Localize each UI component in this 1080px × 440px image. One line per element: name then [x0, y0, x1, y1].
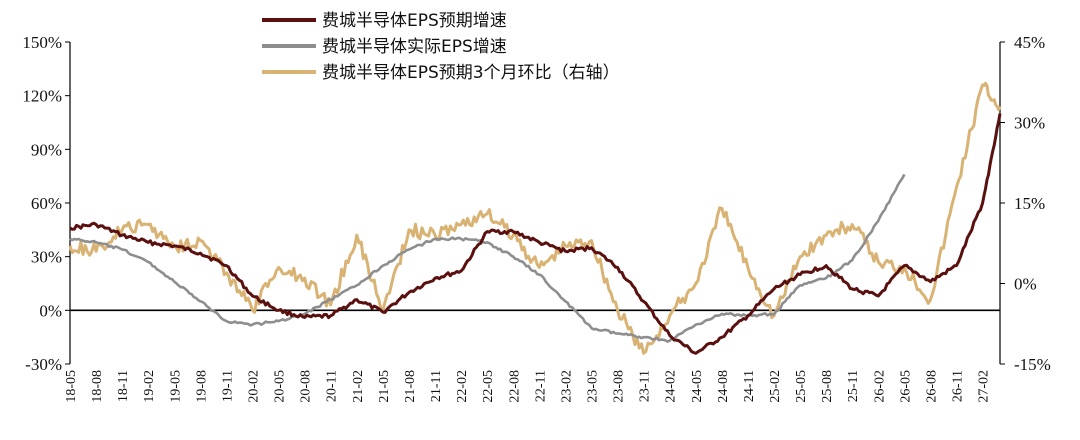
- x-tick-label: 20-05: [273, 370, 288, 403]
- left-tick-label: 150%: [22, 33, 62, 52]
- right-tick-label: 45%: [1014, 33, 1045, 52]
- series-line-2: [69, 173, 906, 343]
- left-tick-label: 60%: [31, 194, 62, 213]
- x-tick-label: 20-02: [247, 370, 262, 403]
- x-tick-label: 19-08: [194, 370, 209, 403]
- x-tick-label: 24-02: [664, 370, 679, 403]
- x-tick-label: 24-08: [716, 370, 731, 403]
- x-tick-label: 22-05: [481, 370, 496, 403]
- x-tick-label: 23-11: [638, 370, 653, 402]
- x-tick-label: 23-02: [559, 370, 574, 403]
- x-tick-label: 20-11: [325, 370, 340, 402]
- series-line-3: [68, 81, 1002, 355]
- x-tick-label: 19-02: [142, 370, 157, 403]
- x-tick-label: 25-02: [768, 370, 783, 403]
- x-tick-label: 21-05: [377, 370, 392, 403]
- x-tick-label: 24-11: [742, 370, 757, 402]
- series-layer: [68, 81, 1002, 355]
- x-tick-label: 26-08: [924, 370, 939, 403]
- x-tick-label: 18-11: [116, 370, 131, 402]
- legend: 费城半导体EPS预期增速费城半导体实际EPS增速费城半导体EPS预期3个月环比（…: [262, 11, 620, 83]
- x-tick-label: 22-02: [455, 370, 470, 403]
- x-tick-label: 23-05: [585, 370, 600, 403]
- x-tick-label: 20-08: [299, 370, 314, 403]
- left-y-axis: -30% 0% 30% 60% 90% 120% 150%: [22, 33, 70, 374]
- plot-frame: [69, 42, 1001, 364]
- legend-label-3: 费城半导体EPS预期3个月环比（右轴）: [322, 63, 620, 83]
- x-tick-label: 24-05: [690, 370, 705, 403]
- legend-label-1: 费城半导体EPS预期增速: [322, 11, 507, 31]
- series-line-1: [69, 113, 1002, 355]
- x-tick-label: 25-11: [846, 370, 861, 402]
- right-tick-label: 0%: [1014, 275, 1037, 294]
- left-tick-label: 120%: [22, 87, 62, 106]
- x-tick-label: 25-08: [820, 370, 835, 403]
- right-tick-label: 15%: [1014, 194, 1045, 213]
- x-axis: 18-05 18-08 18-11 19-02 19-05 19-08 19-11 20-02…: [64, 370, 992, 403]
- left-tick-label: 0%: [39, 301, 62, 320]
- legend-label-2: 费城半导体实际EPS增速: [322, 37, 507, 57]
- x-tick-label: 19-11: [220, 370, 235, 402]
- x-tick-label: 21-02: [351, 370, 366, 403]
- left-tick-label: -30%: [25, 355, 62, 374]
- x-tick-label: 25-05: [794, 370, 809, 403]
- left-tick-label: 30%: [31, 248, 62, 267]
- left-tick-label: 90%: [31, 140, 62, 159]
- right-y-axis: -15% 0% 15% 30% 45%: [1000, 33, 1051, 374]
- x-tick-label: 21-08: [403, 370, 418, 403]
- x-tick-label: 21-11: [429, 370, 444, 402]
- x-tick-label: 26-02: [872, 370, 887, 403]
- right-tick-label: 30%: [1014, 114, 1045, 133]
- right-tick-label: -15%: [1014, 355, 1051, 374]
- x-tick-label: 22-11: [533, 370, 548, 402]
- x-tick-label: 26-11: [951, 370, 966, 402]
- x-tick-label: 19-05: [168, 370, 183, 403]
- x-tick-label: 18-08: [90, 370, 105, 403]
- x-tick-label: 23-08: [612, 370, 627, 403]
- x-tick-label: 27-02: [977, 370, 992, 403]
- x-tick-label: 22-08: [507, 370, 522, 403]
- x-tick-label: 26-05: [898, 370, 913, 403]
- x-tick-label: 18-05: [64, 370, 79, 403]
